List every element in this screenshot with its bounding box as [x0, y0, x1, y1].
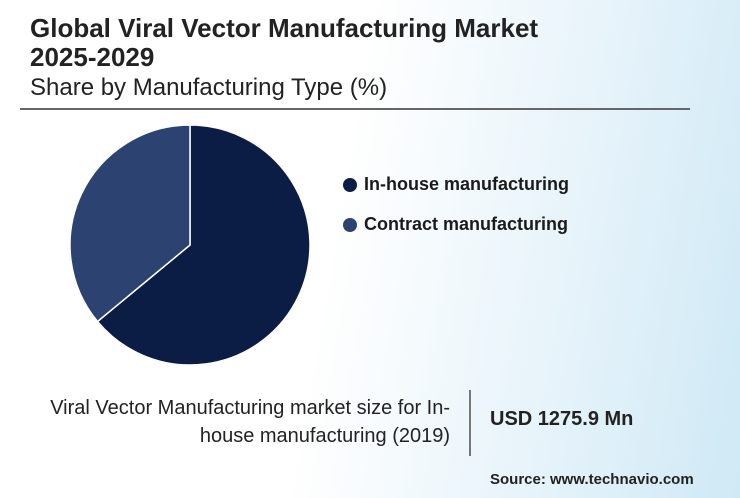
info-label: Viral Vector Manufacturing market size f…: [50, 397, 450, 447]
legend-marker: [343, 218, 357, 232]
info-divider: [469, 390, 471, 456]
legend-label: Contract manufacturing: [364, 214, 568, 234]
legend-marker: [343, 178, 357, 192]
pie-slice: [96, 124, 311, 366]
divider-rule: [20, 108, 690, 110]
chart-subtitle: Share by Manufacturing Type (%): [30, 74, 388, 101]
legend-label: In-house manufacturing: [364, 174, 569, 194]
info-value: USD 1275.9 Mn: [490, 408, 634, 430]
chart-title: Global Viral Vector Manufacturing Market…: [30, 13, 539, 72]
pie-slice: [69, 124, 191, 323]
source: Source: www.technavio.com: [490, 471, 694, 488]
